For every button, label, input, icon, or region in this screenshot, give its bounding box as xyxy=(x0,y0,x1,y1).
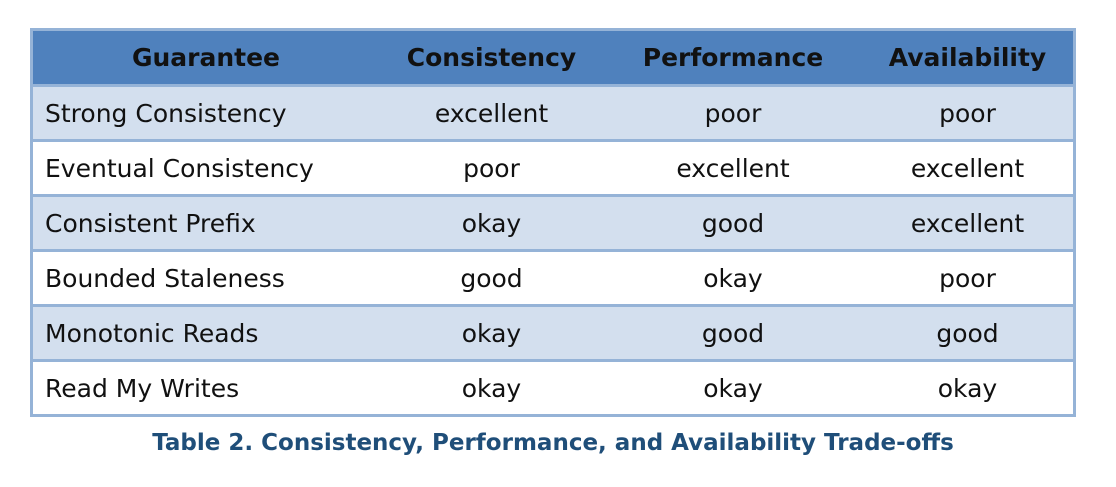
cell-guarantee: Bounded Staleness xyxy=(33,250,379,307)
cell-guarantee: Consistent Prefix xyxy=(33,195,379,252)
cell-guarantee: Monotonic Reads xyxy=(33,305,379,362)
cell-consistency: okay xyxy=(379,195,604,252)
cell-consistency: okay xyxy=(379,305,604,362)
cell-guarantee: Read My Writes xyxy=(33,360,379,414)
cell-consistency: poor xyxy=(379,140,604,197)
table-row: Strong Consistency excellent poor poor xyxy=(33,85,1073,142)
cell-guarantee: Strong Consistency xyxy=(33,85,379,142)
cell-performance: good xyxy=(604,305,862,362)
cell-performance: okay xyxy=(604,250,862,307)
table-row: Bounded Staleness good okay poor xyxy=(33,250,1073,307)
header-performance: Performance xyxy=(604,31,862,87)
table-row: Eventual Consistency poor excellent exce… xyxy=(33,140,1073,197)
table-row: Read My Writes okay okay okay xyxy=(33,360,1073,414)
table-row: Monotonic Reads okay good good xyxy=(33,305,1073,362)
cell-availability: excellent xyxy=(862,140,1073,197)
cell-availability: poor xyxy=(862,85,1073,142)
tradeoffs-table-container: Guarantee Consistency Performance Availa… xyxy=(30,28,1076,417)
cell-guarantee: Eventual Consistency xyxy=(33,140,379,197)
table-caption: Table 2. Consistency, Performance, and A… xyxy=(152,430,954,456)
header-consistency: Consistency xyxy=(379,31,604,87)
table-header-row: Guarantee Consistency Performance Availa… xyxy=(33,31,1073,87)
tradeoffs-table: Guarantee Consistency Performance Availa… xyxy=(33,31,1073,414)
cell-performance: okay xyxy=(604,360,862,414)
cell-performance: good xyxy=(604,195,862,252)
cell-consistency: okay xyxy=(379,360,604,414)
cell-availability: excellent xyxy=(862,195,1073,252)
cell-consistency: excellent xyxy=(379,85,604,142)
cell-availability: good xyxy=(862,305,1073,362)
cell-consistency: good xyxy=(379,250,604,307)
cell-performance: excellent xyxy=(604,140,862,197)
header-guarantee: Guarantee xyxy=(33,31,379,87)
cell-performance: poor xyxy=(604,85,862,142)
table-row: Consistent Prefix okay good excellent xyxy=(33,195,1073,252)
cell-availability: poor xyxy=(862,250,1073,307)
header-availability: Availability xyxy=(862,31,1073,87)
cell-availability: okay xyxy=(862,360,1073,414)
